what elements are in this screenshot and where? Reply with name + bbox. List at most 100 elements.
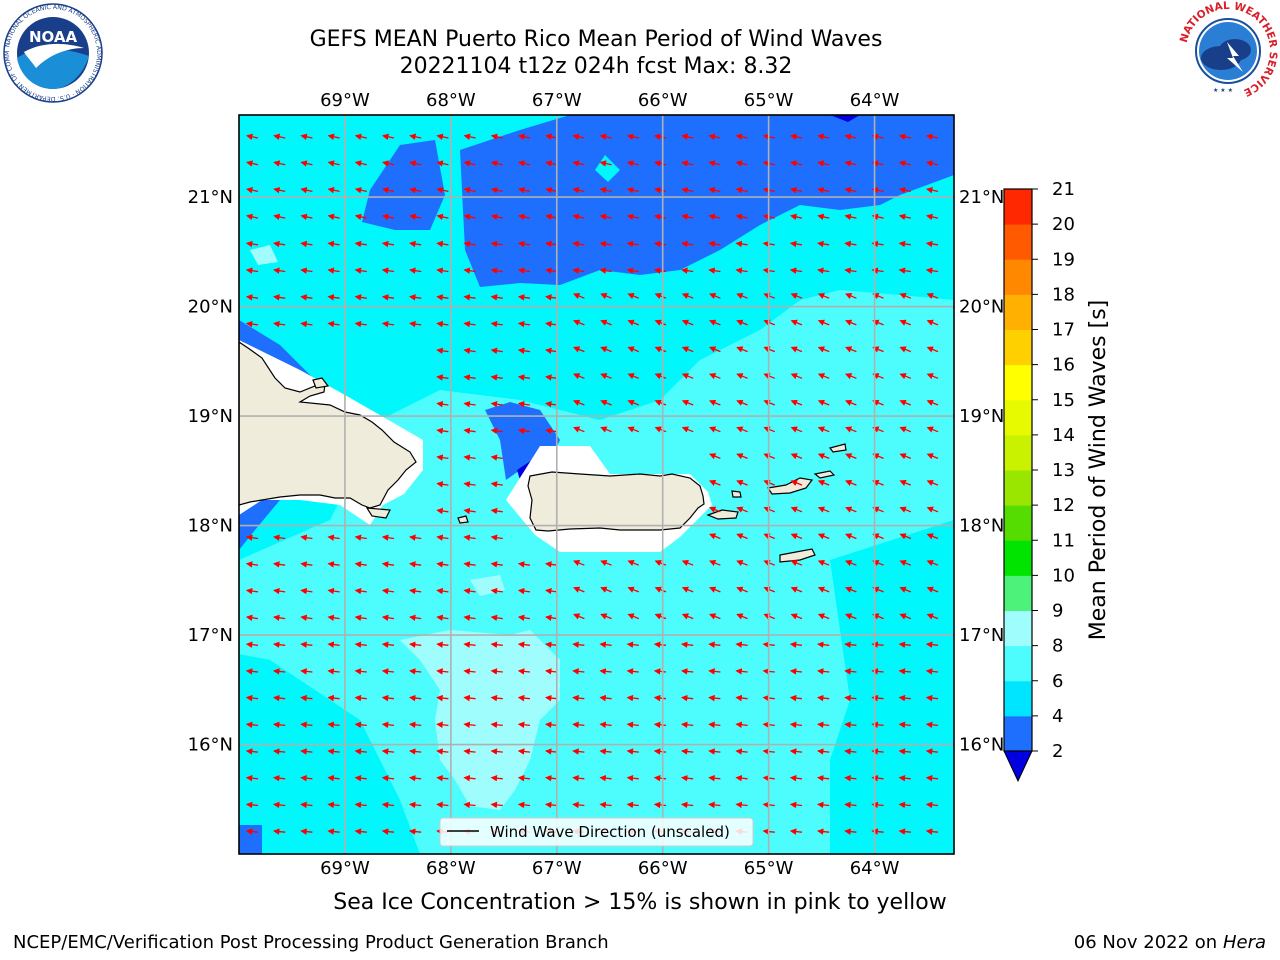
- wind-wave-arrow: [517, 400, 531, 408]
- wind-wave-arrow: [545, 160, 558, 167]
- wind-wave-arrow: [354, 267, 367, 274]
- wind-wave-arrow: [899, 426, 912, 433]
- wind-wave-arrow: [763, 506, 776, 513]
- wind-wave-arrow: [627, 346, 640, 353]
- colorbar-segment: [1004, 399, 1032, 436]
- wind-wave-arrow: [926, 453, 939, 460]
- wind-wave-arrow: [490, 641, 503, 648]
- lon-tick-label-top: 64°W: [850, 90, 900, 111]
- wind-wave-arrow: [626, 213, 639, 221]
- wind-wave-arrow: [708, 293, 721, 300]
- wind-wave-arrow: [517, 213, 531, 221]
- wind-wave-arrow: [300, 213, 313, 221]
- wind-wave-arrow: [599, 668, 612, 675]
- map-plot-area: [239, 115, 954, 854]
- wind-wave-arrow: [436, 801, 449, 809]
- wind-wave-arrow: [844, 694, 857, 702]
- wind-wave-arrow: [408, 774, 422, 782]
- wind-wave-arrow: [517, 267, 531, 274]
- wind-wave-arrow: [300, 160, 313, 167]
- wind-wave-arrow: [708, 133, 721, 140]
- lat-tick-label-left: 20°N: [188, 297, 233, 318]
- wind-wave-arrow: [626, 240, 639, 248]
- wind-wave-arrow: [545, 187, 558, 194]
- wind-wave-arrow: [544, 694, 558, 702]
- lon-tick-label-bottom: 68°W: [426, 858, 476, 879]
- wind-wave-arrow: [490, 294, 503, 301]
- wind-wave-arrow: [789, 213, 803, 221]
- field-2-4s: [460, 115, 954, 287]
- wind-wave-arrow: [627, 399, 640, 406]
- wind-wave-arrow: [327, 828, 340, 835]
- wind-wave-arrow: [381, 641, 395, 648]
- wind-wave-arrow: [517, 187, 531, 194]
- wind-wave-arrow: [789, 668, 803, 675]
- wind-wave-arrow: [844, 373, 857, 380]
- wind-wave-arrow: [817, 453, 830, 460]
- wind-wave-arrow: [708, 613, 721, 620]
- wind-wave-arrow: [817, 213, 830, 221]
- wind-wave-arrow: [463, 320, 476, 328]
- wind-wave-arrow: [245, 828, 259, 835]
- wind-wave-arrow: [490, 454, 503, 461]
- wind-wave-arrow: [300, 828, 313, 835]
- wind-wave-arrow: [408, 641, 422, 648]
- colorbar-tick-label: 9: [1052, 601, 1063, 622]
- wind-wave-arrow: [925, 748, 939, 755]
- wind-wave-arrow: [735, 213, 748, 221]
- wind-wave-arrow: [789, 774, 803, 782]
- wind-wave-arrow: [844, 187, 857, 194]
- wind-wave-arrow: [408, 801, 422, 809]
- wind-wave-arrow: [300, 641, 313, 648]
- wind-wave-arrow: [790, 293, 803, 300]
- wind-wave-arrow: [680, 668, 694, 675]
- footer-branch: NCEP/EMC/Verification Post Processing Pr…: [13, 932, 609, 953]
- wind-wave-arrow: [517, 721, 531, 729]
- wind-wave-arrow: [736, 346, 748, 353]
- wind-wave-arrow: [736, 426, 748, 433]
- wind-wave-arrow: [844, 133, 857, 140]
- wind-wave-arrow: [354, 160, 367, 167]
- wind-wave-arrow: [354, 748, 367, 755]
- wind-wave-arrow: [708, 533, 721, 540]
- wind-wave-arrow: [763, 373, 776, 380]
- wind-wave-arrow: [272, 641, 286, 648]
- wind-wave-arrow: [300, 320, 313, 328]
- wind-wave-arrow: [708, 641, 721, 648]
- wind-wave-arrow: [463, 801, 476, 809]
- wind-wave-arrow: [681, 319, 694, 326]
- wind-wave-arrow: [490, 534, 503, 541]
- wind-wave-arrow: [381, 801, 395, 809]
- wind-wave-arrow: [572, 399, 585, 406]
- wind-wave-arrow: [463, 294, 476, 301]
- colorbar-tick-label: 6: [1052, 671, 1063, 692]
- wind-wave-arrow: [409, 587, 422, 595]
- wind-wave-arrow: [273, 267, 286, 274]
- wind-wave-arrow: [681, 240, 694, 248]
- wind-wave-arrow: [898, 721, 911, 729]
- wind-wave-arrow: [517, 427, 531, 435]
- wind-wave-arrow: [300, 668, 313, 675]
- wind-wave-arrow: [708, 160, 721, 167]
- lon-tick-labels-top: 69°W 68°W 67°W 66°W 65°W 64°W: [320, 90, 900, 111]
- wind-wave-arrow: [899, 373, 912, 380]
- wind-wave-arrow: [653, 801, 667, 809]
- wind-wave-arrow: [736, 293, 748, 300]
- wind-wave-arrow: [654, 399, 667, 406]
- wind-wave-arrow: [899, 399, 912, 406]
- wind-wave-arrow: [381, 587, 395, 595]
- wind-wave-arrow: [680, 694, 694, 702]
- wind-wave-arrow: [463, 187, 476, 194]
- wind-wave-arrow: [926, 293, 939, 300]
- wind-wave-arrow: [408, 721, 422, 729]
- wind-wave-arrow: [653, 240, 667, 248]
- wind-wave-arrow: [354, 187, 367, 194]
- wind-wave-arrow: [816, 774, 830, 782]
- wind-wave-arrow: [327, 694, 340, 702]
- wind-wave-arrow: [817, 187, 830, 194]
- wind-wave-arrow: [409, 561, 422, 568]
- wind-wave-arrow: [409, 267, 422, 274]
- wind-wave-arrow: [490, 400, 503, 408]
- wind-wave-arrow: [354, 213, 367, 221]
- wind-wave-arrow: [300, 187, 313, 194]
